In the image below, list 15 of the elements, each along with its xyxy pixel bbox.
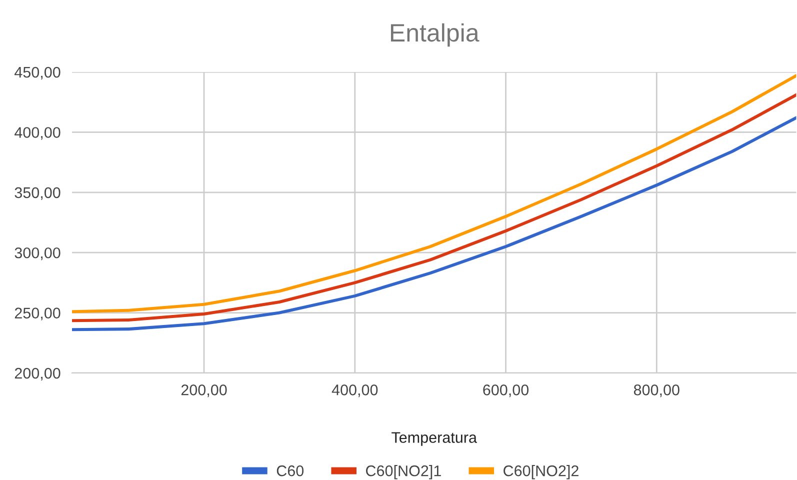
y-tick-label: 350,00 xyxy=(14,187,60,200)
y-tick-label: 200,00 xyxy=(14,368,60,380)
y-tick-label: 450,00 xyxy=(14,66,60,80)
legend-label: C60[NO2]2 xyxy=(504,465,578,480)
legend-label: C60[NO2]1 xyxy=(366,465,441,480)
x-tick-label: 400,00 xyxy=(332,384,378,398)
x-tick-label: 600,00 xyxy=(483,384,529,398)
y-tick-label: 400,00 xyxy=(14,127,60,140)
y-tick-label: 250,00 xyxy=(14,308,60,320)
x-tick-label: 200,00 xyxy=(181,384,227,398)
legend-label: C60 xyxy=(276,465,304,476)
chart-title: Entalpia xyxy=(390,23,480,47)
x-axis-title: Temperatura xyxy=(392,432,477,446)
y-tick-label: 300,00 xyxy=(14,247,60,260)
x-tick-label: 800,00 xyxy=(634,384,680,398)
